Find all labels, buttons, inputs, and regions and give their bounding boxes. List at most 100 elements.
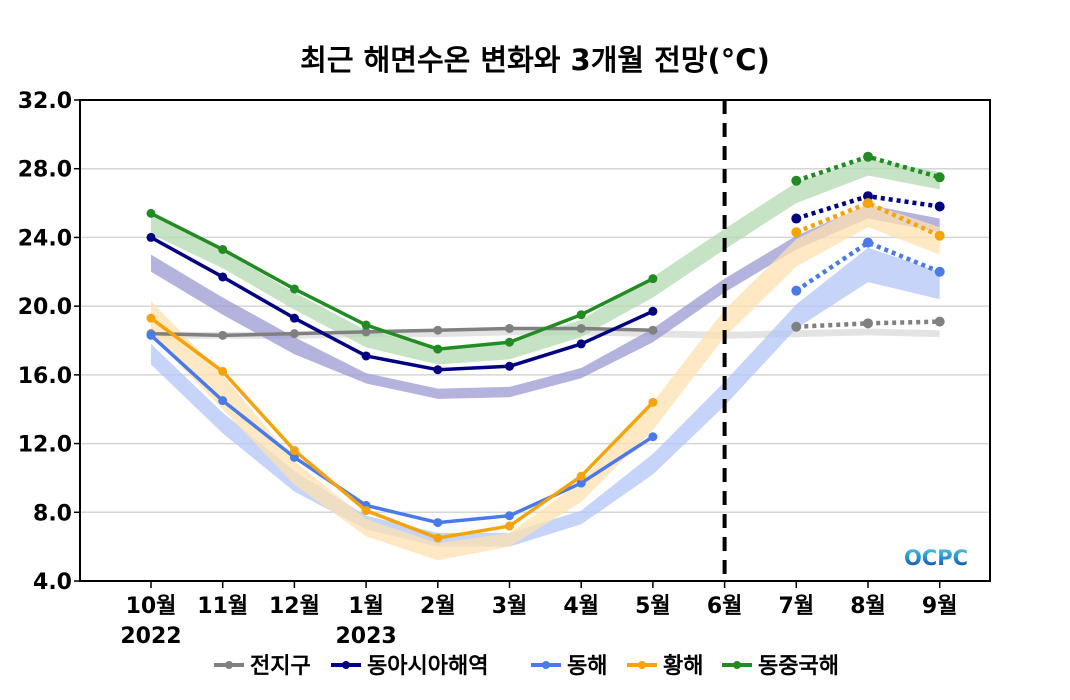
- forecast-point: [934, 172, 945, 183]
- legend-label: 동해: [567, 654, 607, 679]
- observed-point: [146, 232, 156, 242]
- observed-point: [289, 452, 299, 462]
- series-lines: [146, 151, 945, 543]
- observed-line: [149, 334, 654, 525]
- observed-point: [505, 511, 514, 521]
- y-tick-label: 12.0: [18, 433, 72, 458]
- observed-point: [648, 306, 658, 316]
- x-tick-label: 4월: [563, 594, 599, 619]
- x-tick-label: 8월: [850, 594, 886, 619]
- forecast-point: [863, 191, 873, 202]
- observed-point: [218, 244, 228, 254]
- observed-point: [648, 325, 658, 335]
- observed-point: [648, 397, 658, 407]
- observed-point: [361, 320, 371, 330]
- legend-label: 동아시아해역: [367, 654, 488, 679]
- x-tick-label: 2월: [420, 594, 456, 619]
- observed-point: [289, 284, 299, 294]
- y-tick-label: 16.0: [18, 364, 72, 389]
- y-tick-label: 8.0: [33, 501, 72, 526]
- observed-point: [361, 506, 371, 516]
- x-tick-label: 1월: [348, 594, 384, 619]
- forecast-line: [795, 200, 941, 238]
- observed-point: [505, 323, 514, 333]
- x-tick-label: 6월: [707, 594, 743, 619]
- legend-swatch-marker: [542, 661, 550, 669]
- legend: 전지구 동아시아해역 동해 황해 동중국해: [214, 654, 839, 679]
- year-label: 2022: [120, 624, 181, 649]
- observed-point: [361, 327, 371, 337]
- legend-swatch-marker: [342, 661, 350, 669]
- year-label: 2023: [335, 624, 396, 649]
- observed-point: [433, 344, 443, 354]
- y-tick-label: 32.0: [18, 89, 72, 114]
- forecast-point: [863, 318, 873, 329]
- x-tick-label: 3월: [492, 594, 528, 619]
- y-axis: 4.0 8.0 12.0 16.0 20.0 24.0 28.0 32.0: [18, 89, 80, 595]
- observed-point: [648, 432, 658, 442]
- observed-point: [433, 518, 443, 528]
- ocpc-logo: OCPC: [904, 546, 968, 570]
- legend-label: 동중국해: [758, 654, 839, 679]
- forecast-point: [934, 201, 945, 212]
- observed-point: [576, 471, 586, 481]
- forecast-point: [934, 266, 945, 277]
- forecast-point: [791, 213, 802, 224]
- y-tick-label: 4.0: [33, 570, 72, 595]
- observed-point: [218, 272, 228, 282]
- observed-point: [576, 339, 586, 349]
- plot-frame: [79, 99, 991, 582]
- observed-point: [648, 274, 658, 284]
- forecast-point: [791, 227, 802, 238]
- forecast-point: [791, 285, 802, 296]
- x-tick-label: 9월: [922, 594, 958, 619]
- observed-point: [289, 329, 299, 339]
- y-tick-label: 28.0: [18, 158, 72, 183]
- legend-swatch-marker: [225, 661, 233, 669]
- climatology-band: [151, 203, 940, 561]
- legend-swatch-marker: [733, 661, 741, 669]
- observed-point: [218, 396, 228, 406]
- x-tick-label: 10월: [126, 594, 177, 619]
- x-tick-label: 7월: [779, 594, 815, 619]
- observed-point: [505, 361, 514, 371]
- observed-point: [433, 325, 443, 335]
- observed-line: [150, 235, 654, 372]
- observed-point: [576, 323, 586, 333]
- observed-line: [150, 326, 653, 338]
- observed-point: [289, 445, 299, 455]
- chart-title: 최근 해면수온 변화와 3개월 전망(°C): [300, 43, 770, 77]
- forecast-point: [934, 230, 945, 241]
- observed-point: [505, 521, 514, 531]
- x-tick-label: 12월: [269, 594, 320, 619]
- forecast-point: [934, 316, 945, 327]
- observed-point: [146, 208, 156, 218]
- observed-point: [433, 365, 443, 375]
- observed-point: [146, 313, 156, 323]
- legend-label: 전지구: [250, 654, 311, 679]
- x-tick-label: 5월: [635, 594, 671, 619]
- observed-point: [576, 478, 586, 488]
- observed-line: [149, 316, 655, 540]
- forecast-line: [795, 240, 941, 293]
- x-tick-label: 11월: [197, 594, 248, 619]
- observed-point: [433, 533, 443, 543]
- y-tick-label: 20.0: [18, 295, 72, 320]
- forecast-point: [863, 151, 873, 162]
- observed-point: [361, 351, 371, 361]
- observed-point: [218, 366, 228, 376]
- x-axis: 10월 11월 12월 1월 2월 3월 4월 5월 6월 7월 8월 9월 2022 2023: [120, 581, 957, 649]
- observed-point: [576, 310, 586, 320]
- forecast-point: [791, 321, 802, 332]
- forecast-point: [791, 175, 802, 186]
- observed-point: [146, 330, 156, 340]
- climatology-band: [151, 247, 940, 547]
- legend-swatch-marker: [638, 661, 646, 669]
- observed-point: [218, 330, 228, 340]
- y-tick-label: 24.0: [18, 226, 72, 251]
- observed-line: [150, 211, 654, 351]
- observed-point: [505, 337, 514, 347]
- watermark-text: OCPC: [904, 546, 968, 570]
- observed-point: [289, 313, 299, 323]
